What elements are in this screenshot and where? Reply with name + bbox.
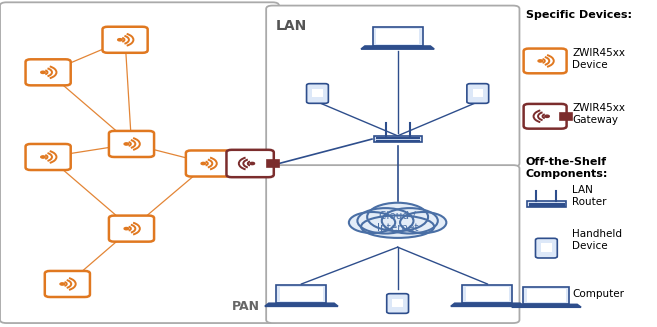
FancyBboxPatch shape [524,48,566,73]
Circle shape [201,163,206,164]
FancyBboxPatch shape [463,284,512,303]
FancyBboxPatch shape [524,104,566,129]
FancyBboxPatch shape [266,6,520,167]
FancyBboxPatch shape [312,89,323,97]
Circle shape [538,60,543,62]
FancyBboxPatch shape [535,238,557,258]
FancyBboxPatch shape [102,27,148,53]
FancyBboxPatch shape [472,89,483,97]
Circle shape [41,71,45,74]
FancyBboxPatch shape [467,84,489,103]
Text: Handheld
Device: Handheld Device [572,229,622,251]
FancyBboxPatch shape [374,136,422,143]
Text: LAN: LAN [276,19,307,33]
Circle shape [118,39,122,41]
Text: ZWIR45xx
Gateway: ZWIR45xx Gateway [572,103,625,125]
Ellipse shape [400,212,446,233]
FancyBboxPatch shape [26,59,71,85]
FancyBboxPatch shape [0,2,279,323]
Circle shape [545,115,549,117]
FancyBboxPatch shape [541,243,551,252]
FancyBboxPatch shape [373,27,422,46]
FancyBboxPatch shape [466,286,509,301]
FancyBboxPatch shape [45,271,90,297]
Polygon shape [361,46,434,49]
FancyBboxPatch shape [387,294,409,313]
Polygon shape [512,304,581,307]
Text: WAN: WAN [276,293,313,307]
FancyBboxPatch shape [280,286,323,301]
FancyBboxPatch shape [267,160,279,167]
Text: ZWIR45xx
Device: ZWIR45xx Device [572,48,625,70]
Circle shape [124,143,129,145]
FancyBboxPatch shape [526,201,566,207]
Ellipse shape [349,212,395,233]
FancyBboxPatch shape [109,131,154,157]
Ellipse shape [357,208,413,233]
FancyBboxPatch shape [186,150,231,177]
FancyBboxPatch shape [227,150,274,177]
FancyBboxPatch shape [109,215,154,242]
Circle shape [41,156,45,158]
FancyBboxPatch shape [266,165,520,323]
Circle shape [250,163,254,164]
FancyBboxPatch shape [524,287,570,304]
Circle shape [60,283,64,285]
FancyBboxPatch shape [376,29,419,44]
FancyBboxPatch shape [26,144,71,170]
Ellipse shape [361,215,434,238]
Text: LAN
Router: LAN Router [572,185,606,207]
Ellipse shape [382,208,438,233]
Ellipse shape [367,203,428,231]
FancyBboxPatch shape [392,299,403,307]
FancyBboxPatch shape [307,84,328,103]
Text: PAN: PAN [232,300,260,313]
Text: Cloud /
Internet: Cloud / Internet [377,211,419,233]
FancyBboxPatch shape [526,289,566,302]
Text: Off-the-Shelf
Components:: Off-the-Shelf Components: [526,157,608,179]
Polygon shape [451,303,524,306]
Text: Computer: Computer [572,289,624,299]
Polygon shape [265,303,338,306]
FancyBboxPatch shape [560,113,572,120]
Circle shape [124,228,129,230]
FancyBboxPatch shape [277,284,327,303]
Text: Specific Devices:: Specific Devices: [526,10,632,21]
